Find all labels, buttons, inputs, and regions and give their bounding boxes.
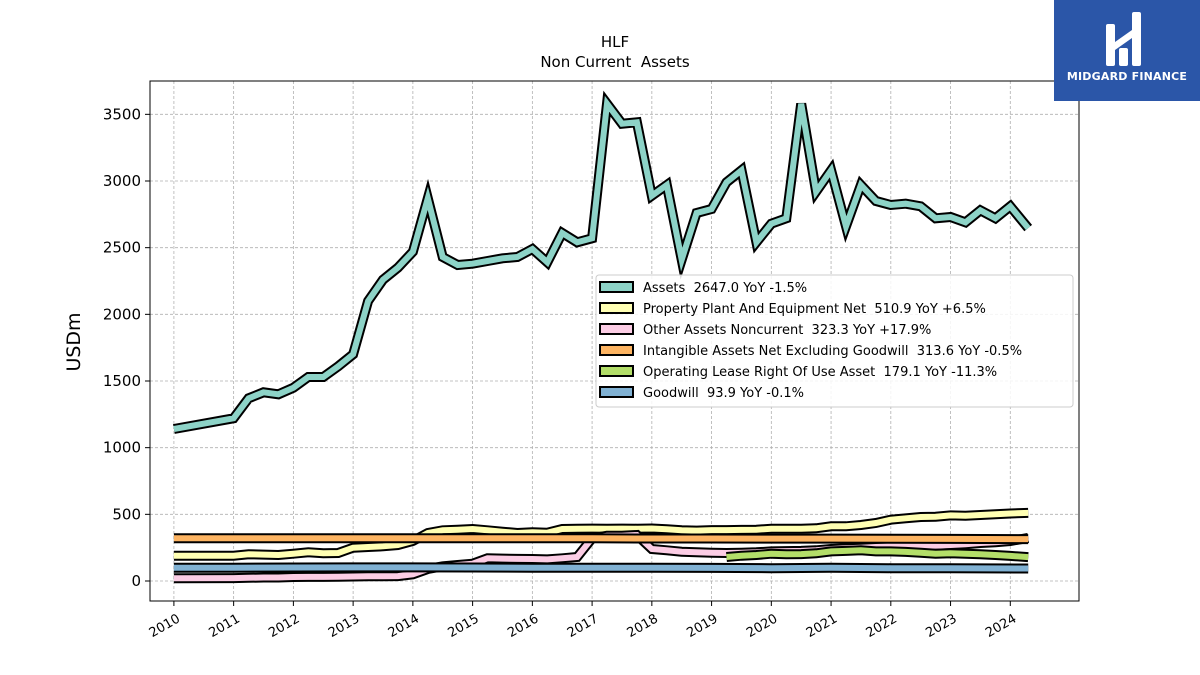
y-tick-label: 500 bbox=[112, 505, 141, 523]
x-tick-label: 2021 bbox=[804, 611, 840, 641]
legend-label: Assets 2647.0 YoY -1.5% bbox=[643, 281, 807, 296]
x-tick-label: 2019 bbox=[684, 611, 720, 641]
legend-entry: Property Plant And Equipment Net 510.9 Y… bbox=[599, 302, 986, 317]
series-line bbox=[726, 547, 1029, 561]
legend-entry: Assets 2647.0 YoY -1.5% bbox=[599, 281, 807, 296]
y-tick-label: 3000 bbox=[103, 172, 141, 190]
series-operating-lease-right-of-use-asset bbox=[726, 545, 1029, 563]
legend-label: Intangible Assets Net Excluding Goodwill… bbox=[643, 344, 1022, 359]
series-line bbox=[173, 95, 1031, 432]
brand-name: MIDGARD FINANCE bbox=[1066, 70, 1188, 83]
brand-logo: MIDGARD FINANCE bbox=[1054, 0, 1200, 101]
y-tick-label: 1000 bbox=[103, 439, 141, 457]
y-tick-label: 2500 bbox=[103, 239, 141, 257]
legend-swatch bbox=[599, 281, 634, 293]
x-tick-label: 2012 bbox=[266, 611, 302, 641]
x-tick-label: 2013 bbox=[326, 611, 362, 641]
x-tick-label: 2023 bbox=[923, 611, 959, 641]
legend-entry: Operating Lease Right Of Use Asset 179.1… bbox=[599, 365, 997, 380]
legend-entry: Intangible Assets Net Excluding Goodwill… bbox=[599, 344, 1022, 359]
legend-label: Other Assets Noncurrent 323.3 YoY +17.9% bbox=[643, 323, 931, 338]
y-axis-label: USDm bbox=[63, 312, 85, 371]
series-line bbox=[173, 564, 1029, 572]
y-axis-ticks: 0 500 1000 1500 2000 2500 3000 3500 bbox=[103, 105, 150, 590]
plot-frame bbox=[149, 80, 1080, 602]
series-line bbox=[173, 535, 1029, 543]
series-line bbox=[173, 509, 1029, 559]
legend-swatch bbox=[599, 365, 634, 377]
series-intangible-assets-net-excluding-goodwill bbox=[173, 533, 1029, 545]
legend-swatch bbox=[599, 386, 634, 398]
x-axis-ticks: 2010 2011 2012 2013 2014 2015 2016 2017 2018 2019… bbox=[147, 601, 1019, 641]
y-tick-label: 0 bbox=[131, 572, 141, 590]
x-tick-label: 2017 bbox=[565, 611, 601, 641]
x-tick-label: 2020 bbox=[744, 611, 780, 641]
y-tick-label: 1500 bbox=[103, 372, 141, 390]
series-goodwill bbox=[173, 562, 1029, 574]
x-tick-label: 2016 bbox=[505, 611, 541, 641]
legend-box bbox=[595, 274, 1074, 408]
x-tick-label: 2022 bbox=[864, 611, 900, 641]
legend-entry: Goodwill 93.9 YoY -0.1% bbox=[599, 386, 804, 401]
legend-swatch bbox=[599, 323, 634, 335]
legend-label: Property Plant And Equipment Net 510.9 Y… bbox=[643, 302, 986, 317]
x-tick-label: 2015 bbox=[445, 611, 481, 641]
y-tick-label: 2000 bbox=[103, 305, 141, 323]
series-layer bbox=[173, 90, 1033, 584]
legend-entry: Other Assets Noncurrent 323.3 YoY +17.9% bbox=[599, 323, 931, 338]
legend-label: Goodwill 93.9 YoY -0.1% bbox=[643, 386, 804, 401]
x-tick-label: 2011 bbox=[206, 611, 242, 641]
x-tick-label: 2010 bbox=[147, 611, 183, 641]
legend: Assets 2647.0 YoY -1.5% Property Plant An… bbox=[595, 274, 1074, 408]
legend-swatch bbox=[599, 344, 634, 356]
chart-subtitle: Non Current Assets bbox=[540, 53, 690, 71]
legend-label: Operating Lease Right Of Use Asset 179.1… bbox=[643, 365, 997, 380]
y-tick-label: 3500 bbox=[103, 105, 141, 123]
midgard-logo-icon bbox=[1106, 12, 1141, 66]
x-tick-label: 2014 bbox=[386, 611, 422, 641]
x-tick-label: 2024 bbox=[983, 611, 1019, 641]
series-assets bbox=[173, 90, 1033, 434]
chart-title: HLF bbox=[601, 33, 629, 51]
series-property-plant-and-equipment-net bbox=[173, 507, 1029, 561]
legend-swatch bbox=[599, 302, 634, 314]
x-tick-label: 2018 bbox=[625, 611, 661, 641]
